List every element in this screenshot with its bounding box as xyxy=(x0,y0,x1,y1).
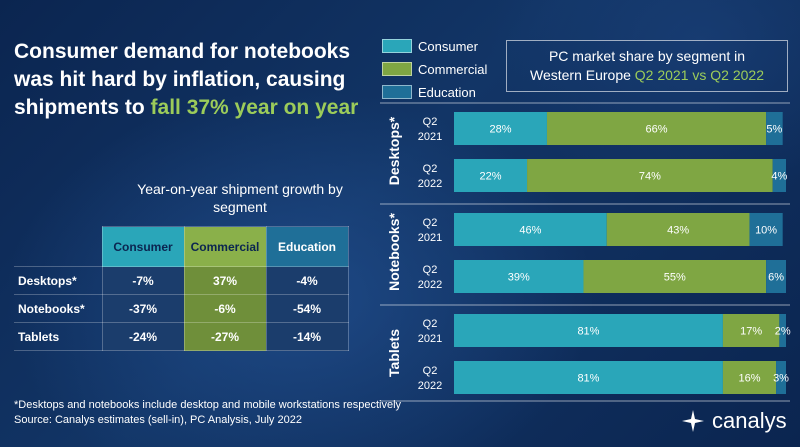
group-label: Tablets xyxy=(386,329,402,377)
legend-label: Education xyxy=(418,84,476,100)
bar-data-label: 6% xyxy=(768,272,784,284)
bar-category-label: Q2 xyxy=(423,264,438,276)
table-cell: -54% xyxy=(265,294,349,323)
chart-title-line1: PC market share by segment in xyxy=(548,48,746,64)
bar-data-label: 66% xyxy=(646,124,668,136)
legend-label: Consumer xyxy=(418,38,478,54)
bar-segment xyxy=(766,112,783,145)
bar-data-label: 4% xyxy=(771,171,787,183)
bar-data-label: 28% xyxy=(489,124,511,136)
bar-category-label: Q2 xyxy=(423,116,438,128)
bar-data-label: 16% xyxy=(738,373,760,385)
legend-item-commercial: Commercial xyxy=(382,58,487,80)
bar-segment xyxy=(454,159,528,192)
row-label: Tablets xyxy=(14,322,103,351)
footnote-note: *Desktops and notebooks include desktop … xyxy=(14,399,402,411)
bar-data-label: 55% xyxy=(664,272,686,284)
table-cell: -14% xyxy=(265,322,349,351)
bar-data-label: 74% xyxy=(639,171,661,183)
bar-segment xyxy=(454,213,607,246)
legend-item-consumer: Consumer xyxy=(382,35,487,57)
bar-data-label: 5% xyxy=(766,124,782,136)
bar-segment xyxy=(722,314,780,347)
headline-highlight: fall 37% year on year xyxy=(150,96,359,119)
table-subtitle: Year-on-year shipment growth by segment xyxy=(137,181,343,215)
legend-swatch-education xyxy=(382,85,412,99)
bar-data-label: 81% xyxy=(577,373,599,385)
bar-segment xyxy=(583,260,767,293)
bar-data-label: 3% xyxy=(773,373,789,385)
bar-category-label: 2021 xyxy=(418,131,442,143)
bar-segment xyxy=(606,213,750,246)
table-cell: 37% xyxy=(183,266,267,295)
col-header-consumer: Consumer xyxy=(101,226,185,267)
bar-data-label: 17% xyxy=(740,326,762,338)
bar-segment xyxy=(766,260,786,293)
bar-data-label: 81% xyxy=(577,326,599,338)
legend-swatch-consumer xyxy=(382,39,412,53)
bar-segment xyxy=(776,361,786,394)
bar-category-label: Q2 xyxy=(423,318,438,330)
col-header-education: Education xyxy=(265,226,349,267)
headline: Consumer demand for notebooks was hit ha… xyxy=(14,38,374,122)
bar-data-label: 43% xyxy=(667,225,689,237)
bar-data-label: 39% xyxy=(508,272,530,284)
legend-item-education: Education xyxy=(382,81,487,103)
bar-segment xyxy=(454,260,584,293)
footnote-source: Source: Canalys estimates (sell-in), PC … xyxy=(14,414,302,426)
bar-category-label: Q2 xyxy=(423,217,438,229)
bar-segment xyxy=(749,213,783,246)
bar-category-label: 2022 xyxy=(418,178,442,190)
bar-category-label: 2021 xyxy=(418,232,442,244)
table-row: Desktops* -7% 37% -4% xyxy=(14,266,349,295)
bar-data-label: 2% xyxy=(775,326,791,338)
table-cell: -6% xyxy=(183,294,267,323)
chart-title-line2: Western Europe Q2 2021 vs Q2 2022 xyxy=(507,66,787,85)
bar-category-label: 2022 xyxy=(418,279,442,291)
table-row: Tablets -24% -27% -14% xyxy=(14,322,349,351)
bar-data-label: 46% xyxy=(519,225,541,237)
bar-segment xyxy=(722,361,777,394)
bar-segment xyxy=(454,112,547,145)
bar-segment xyxy=(454,314,723,347)
bar-segment xyxy=(454,361,723,394)
legend-swatch-commercial xyxy=(382,62,412,76)
table-row: Notebooks* -37% -6% -54% xyxy=(14,294,349,323)
chart-legend: Consumer Commercial Education xyxy=(382,35,487,104)
bar-segment xyxy=(772,159,786,192)
table-header-row: Consumer Commercial Education xyxy=(14,226,349,267)
chart-title-region: Western Europe xyxy=(530,67,635,83)
table-cell: -37% xyxy=(101,294,185,323)
chart-title: PC market share by segment in Western Eu… xyxy=(506,40,788,92)
bar-segment xyxy=(546,112,767,145)
group-label: Notebooks* xyxy=(386,213,402,291)
bar-category-label: Q2 xyxy=(423,365,438,377)
growth-table: Consumer Commercial Education Desktops* … xyxy=(14,226,349,351)
footnote: *Desktops and notebooks include desktop … xyxy=(14,398,401,428)
canalys-logo-icon xyxy=(682,410,704,432)
bar-data-label: 10% xyxy=(755,225,777,237)
headline-text: Consumer demand for notebooks was hit ha… xyxy=(14,40,351,119)
table-cell: -4% xyxy=(265,266,349,295)
col-header-commercial: Commercial xyxy=(183,226,267,267)
bar-category-label: 2022 xyxy=(418,380,442,392)
brand-name: canalys xyxy=(712,408,787,433)
row-label: Notebooks* xyxy=(14,294,103,323)
brand-logo: canalys xyxy=(680,408,787,434)
chart-title-period: Q2 2021 vs Q2 2022 xyxy=(634,67,764,83)
bar-data-label: 22% xyxy=(480,171,502,183)
bar-category-label: 2021 xyxy=(418,333,442,345)
group-label: Desktops* xyxy=(386,116,402,185)
bar-segment xyxy=(779,314,786,347)
table-cell: -24% xyxy=(101,322,185,351)
bar-category-label: Q2 xyxy=(423,163,438,175)
bar-segment xyxy=(527,159,773,192)
legend-label: Commercial xyxy=(418,61,488,77)
